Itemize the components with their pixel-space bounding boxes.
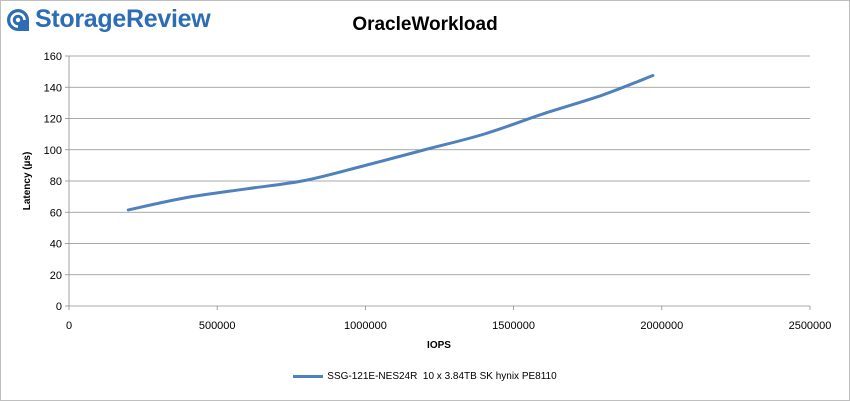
series-lines xyxy=(126,74,655,212)
y-tick-label: 80 xyxy=(50,176,62,188)
legend: SSG-121E-NES24R 10 x 3.84TB SK hynix PE8… xyxy=(0,371,850,382)
y-tick-label: 140 xyxy=(44,82,62,94)
x-tick-label: 2000000 xyxy=(640,320,683,332)
series-line xyxy=(126,74,655,212)
y-tick-label: 60 xyxy=(50,207,62,219)
y-tick-label: 0 xyxy=(56,301,62,313)
x-axis-title: IOPS xyxy=(427,340,451,351)
logo-text: StorageReview xyxy=(35,5,211,33)
gridlines xyxy=(69,55,810,276)
x-tick-labels: 0 500000 1000000 1500000 2000000 2500000 xyxy=(66,320,831,332)
chart-title: OracleWorkload xyxy=(352,14,498,35)
y-tick-labels: 0 20 40 60 80 100 120 140 160 xyxy=(44,51,62,313)
y-axis-title: Latency (µs) xyxy=(22,152,33,211)
y-tick-label: 20 xyxy=(50,270,62,282)
x-tick-label: 500000 xyxy=(199,320,236,332)
storagereview-logo: StorageReview xyxy=(6,5,211,34)
x-tick-label: 1500000 xyxy=(492,320,535,332)
y-tick-label: 100 xyxy=(44,145,62,157)
x-tick-label: 2500000 xyxy=(789,320,832,332)
y-tick-label: 120 xyxy=(44,114,62,126)
legend-label: SSG-121E-NES24R 10 x 3.84TB SK hynix PE8… xyxy=(327,371,557,382)
x-tick-label: 1000000 xyxy=(344,320,387,332)
axes xyxy=(65,55,811,310)
x-tick-label: 0 xyxy=(66,320,72,332)
legend-swatch xyxy=(293,375,324,378)
y-tick-label: 160 xyxy=(44,51,62,63)
storagereview-logo-icon xyxy=(7,8,29,31)
y-tick-label: 40 xyxy=(50,239,62,251)
